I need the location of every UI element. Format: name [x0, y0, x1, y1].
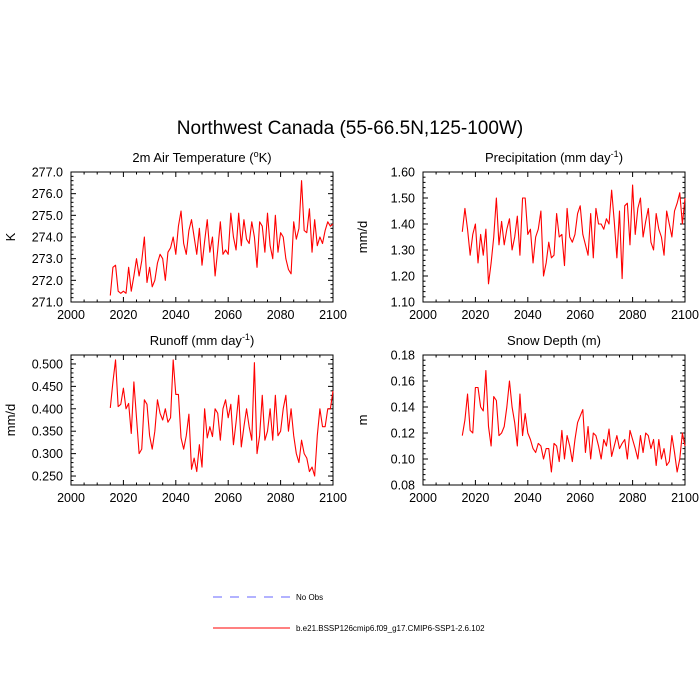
y-axis-label: mm/d — [355, 221, 370, 254]
y-tick-label: 276.0 — [32, 187, 63, 201]
x-tick-label: 2060 — [566, 308, 594, 322]
legend-obs-label: No Obs — [296, 593, 323, 602]
panel-4: 2000 2020 2040 2060 2080 2100 0.08 0.10 0.12 0.14… — [355, 333, 699, 505]
y-tick-label: 0.400 — [32, 402, 63, 416]
x-tick-label: 2060 — [214, 308, 242, 322]
x-tick-label: 2020 — [109, 491, 137, 505]
panels: 2000 2020 2040 2060 2080 2100 271.0 272.0 273.0 2… — [3, 149, 699, 505]
x-tick-label: 2020 — [109, 308, 137, 322]
y-tick-label: 272.0 — [32, 274, 63, 288]
plot-frame — [422, 171, 686, 303]
y-tick-label: 274.0 — [32, 231, 63, 245]
y-axis-label: mm/d — [3, 404, 18, 437]
panel-2: 2000 2020 2040 2060 2080 2100 1.10 1.20 1.30 1.40… — [355, 149, 699, 322]
y-tick-label: 0.08 — [391, 479, 415, 493]
panel-title: Precipitation (mm day-1) — [485, 149, 623, 165]
panel-1: 2000 2020 2040 2060 2080 2100 271.0 272.0 273.0 2… — [3, 149, 347, 322]
panel-3: 2000 2020 2040 2060 2080 2100 0.250 0.300 0.350 0… — [3, 332, 347, 505]
x-tick-label: 2040 — [514, 491, 542, 505]
x-tick-label: 2000 — [57, 491, 85, 505]
y-tick-label: 0.300 — [32, 447, 63, 461]
x-tick-label: 2080 — [267, 308, 295, 322]
y-tick-label: 0.450 — [32, 380, 63, 394]
x-tick-label: 2020 — [461, 308, 489, 322]
y-tick-label: 271.0 — [32, 296, 63, 310]
x-tick-label: 2040 — [162, 308, 190, 322]
main-title: Northwest Canada (55-66.5N,125-100W) — [177, 118, 523, 139]
y-tick-label: 0.16 — [391, 375, 415, 389]
y-tick-label: 0.14 — [391, 401, 415, 415]
x-tick-label: 2100 — [319, 491, 347, 505]
x-tick-label: 2000 — [57, 308, 85, 322]
x-tick-label: 2100 — [671, 491, 699, 505]
y-tick-label: 1.30 — [391, 244, 415, 258]
legend: No Obs b.e21.BSSP126cmip6.f09_g17.CMIP6-… — [213, 593, 485, 633]
x-tick-label: 2000 — [409, 308, 437, 322]
x-tick-label: 2060 — [566, 491, 594, 505]
y-tick-label: 0.500 — [32, 357, 63, 371]
y-tick-label: 275.0 — [32, 209, 63, 223]
y-tick-label: 273.0 — [32, 252, 63, 266]
series-line — [461, 184, 686, 285]
x-tick-label: 2020 — [461, 491, 489, 505]
y-tick-label: 0.350 — [32, 425, 63, 439]
y-tick-label: 277.0 — [32, 166, 63, 180]
y-tick-label: 0.250 — [32, 470, 63, 484]
x-tick-label: 2040 — [514, 308, 542, 322]
x-tick-label: 2060 — [214, 491, 242, 505]
x-tick-label: 2080 — [619, 491, 647, 505]
x-tick-label: 2080 — [619, 308, 647, 322]
x-tick-label: 2080 — [267, 491, 295, 505]
y-tick-label: 0.10 — [391, 453, 415, 467]
plot-frame — [70, 171, 334, 303]
y-axis-label: K — [3, 232, 18, 241]
y-tick-label: 1.50 — [391, 192, 415, 206]
legend-model-label: b.e21.BSSP126cmip6.f09_g17.CMIP6-SSP1-2.… — [296, 624, 485, 633]
y-tick-label: 1.60 — [391, 166, 415, 180]
y-tick-label: 1.40 — [391, 218, 415, 232]
panel-title: Runoff (mm day-1) — [150, 332, 255, 348]
x-tick-label: 2100 — [671, 308, 699, 322]
y-axis-label: m — [355, 415, 370, 426]
series-line — [109, 180, 334, 296]
x-tick-label: 2040 — [162, 491, 190, 505]
panel-title: 2m Air Temperature (oK) — [132, 149, 271, 165]
x-tick-label: 2100 — [319, 308, 347, 322]
x-tick-label: 2000 — [409, 491, 437, 505]
y-tick-label: 1.20 — [391, 270, 415, 284]
y-tick-label: 0.18 — [391, 349, 415, 363]
series-line — [461, 370, 686, 473]
y-tick-label: 1.10 — [391, 296, 415, 310]
y-tick-label: 0.12 — [391, 427, 415, 441]
panel-title: Snow Depth (m) — [507, 333, 601, 348]
plot-frame — [422, 354, 686, 486]
series-line — [109, 359, 334, 477]
